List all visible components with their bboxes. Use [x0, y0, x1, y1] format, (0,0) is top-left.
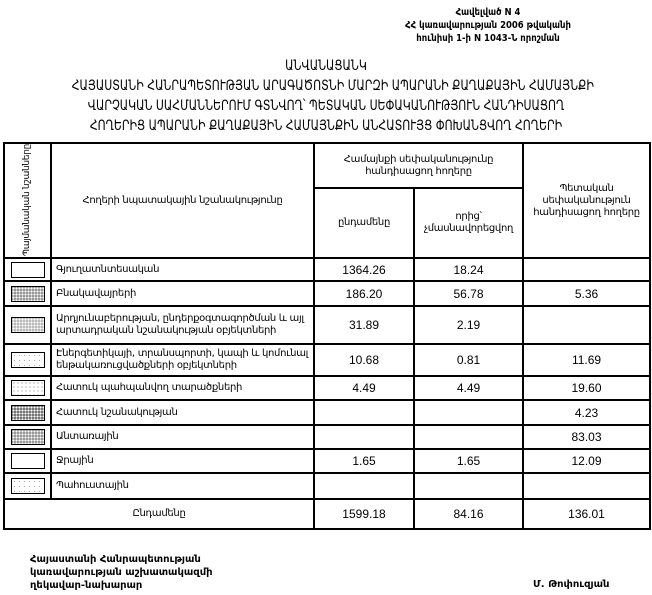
symbol-cell: [3, 472, 52, 500]
total-cell: [313, 399, 415, 426]
symbol-cell: [3, 257, 52, 282]
title-line: ՀՈՂԵՐԻՑ ԱՊԱՐԱՆԻ ՔԱՂԱՔԱՅԻՆ ՀԱՄԱՅՆՔԻՆ ԱՆՀԱ…: [89, 118, 563, 134]
state-cell: [522, 472, 652, 500]
state-cell: 4.23: [522, 399, 652, 426]
non-privatized-cell: [412, 424, 525, 450]
symbol-cell: [3, 280, 52, 307]
symbol-cell: [3, 343, 52, 377]
annex-line: հունիսի 1-ի N 1043-Ն որոշման: [416, 33, 560, 44]
totals-label: Ընդամենը: [3, 498, 315, 530]
non-privatized-cell: [412, 399, 525, 426]
annex-reference: Հավելված N 4 ՀՀ կառավարության 2006 թվակա…: [403, 6, 573, 45]
non-privatized-cell: 1.65: [412, 448, 525, 474]
non-privatized-cell: 0.81: [412, 343, 525, 377]
total-cell: 1.65: [313, 448, 415, 474]
header-purpose: Հողերի նպատակային նշանակությունը: [50, 142, 315, 259]
state-cell: [522, 257, 652, 282]
signatory: Մ. Թոփուզյան: [533, 579, 610, 590]
table-row: Հատուկ նշանակության 4.23: [3, 399, 652, 426]
purpose-cell: Պահուստային: [50, 472, 315, 500]
state-cell: 12.09: [522, 448, 652, 474]
purpose-cell: Էներգետիկայի, տրանսպորտի, կապի և կոմունա…: [50, 343, 315, 377]
header-community: Համայնքի սեփականությունը հանդիսացող հողե…: [312, 142, 525, 189]
table-row: Պահուստային: [3, 472, 652, 500]
total-cell: 1364.26: [313, 257, 415, 282]
header-symbols-text: Պայմանական նշանները: [22, 144, 32, 257]
non-privatized-cell: 56.78: [412, 280, 525, 307]
annex-line: Հավելված N 4: [455, 7, 521, 18]
header-symbols: Պայմանական նշանները: [3, 142, 52, 259]
header-state: Պետական սեփականություն հանդիսացող հողերը: [522, 142, 652, 259]
totals-non-privatized: 84.16: [412, 498, 525, 530]
purpose-cell: Արդյունաբերության, ընդերքօգտագործման և ա…: [50, 305, 315, 345]
legend-swatch-icon: [10, 261, 45, 278]
legend-swatch-icon: [10, 285, 45, 302]
totals-total: 1599.18: [313, 498, 415, 530]
symbol-cell: [3, 399, 52, 426]
total-cell: 4.49: [313, 375, 415, 401]
legend-swatch-icon: [10, 453, 45, 469]
total-cell: 31.89: [313, 305, 415, 345]
total-cell: 186.20: [313, 280, 415, 307]
total-cell: [313, 424, 415, 450]
purpose-cell: Բնակավայրերի: [50, 280, 315, 307]
table-row: Արդյունաբերության, ընդերքօգտագործման և ա…: [3, 305, 652, 345]
state-cell: 11.69: [522, 343, 652, 377]
table-row: Ջրային 1.65 1.65 12.09: [3, 448, 652, 474]
legend-swatch-icon: [10, 429, 45, 445]
purpose-cell: Հատուկ պահպանվող տարածքների: [50, 375, 315, 401]
legend-swatch-icon: [10, 317, 45, 333]
state-cell: [522, 305, 652, 345]
title-line: ՎԱՐՉԱԿԱՆ ՍԱՀՄԱՆՆԵՐՈՒՄ ԳՏՆՎՈՂ՝ ՊԵՏԱԿԱՆ ՍԵ…: [87, 98, 565, 114]
state-cell: 19.60: [522, 375, 652, 401]
non-privatized-cell: 18.24: [412, 257, 525, 282]
document-title: ԱՆՎԱՆԱՑԱՆԿ ՀԱՅԱՍՏԱՆԻ ՀԱՆՐԱՊԵՏՈՒԹՅԱՆ ԱՐԱԳ…: [0, 56, 652, 136]
state-cell: 5.36: [522, 280, 652, 307]
non-privatized-cell: [412, 472, 525, 500]
table-row: Հատուկ պահպանվող տարածքների 4.49 4.49 19…: [3, 375, 652, 401]
header-total: ընդամենը: [313, 187, 415, 259]
table-row: Անտառային 83.03: [3, 424, 652, 450]
non-privatized-cell: 2.19: [412, 305, 525, 345]
table-row: Էներգետիկայի, տրանսպորտի, կապի և կոմունա…: [3, 343, 652, 377]
total-cell: 10.68: [313, 343, 415, 377]
purpose-cell: Գյուղատնտեսական: [50, 257, 315, 282]
land-table: Պայմանական նշանները Հողերի նպատակային նշ…: [3, 142, 652, 530]
footer-line: կառավարության աշխատակազմի: [30, 567, 213, 578]
annex-line: ՀՀ կառավարության 2006 թվականի: [405, 20, 571, 31]
legend-swatch-icon: [10, 380, 45, 396]
purpose-cell: Ջրային: [50, 448, 315, 474]
non-privatized-cell: 4.49: [412, 375, 525, 401]
legend-swatch-icon: [10, 352, 45, 368]
totals-row: Ընդամենը 1599.18 84.16 136.01: [3, 498, 652, 530]
symbol-cell: [3, 448, 52, 474]
symbol-cell: [3, 424, 52, 450]
header-non-privatized: որից՝ չմասնավորեցվող: [412, 187, 525, 259]
footer-position: Հայաստանի Հանրապետության կառավարության ա…: [30, 553, 213, 592]
state-cell: 83.03: [522, 424, 652, 450]
symbol-cell: [3, 375, 52, 401]
footer-line: ղեկավար-նախարար: [30, 580, 143, 591]
table-row: Բնակավայրերի 186.20 56.78 5.36: [3, 280, 652, 307]
symbol-cell: [3, 305, 52, 345]
title-line: ՀԱՅԱՍՏԱՆԻ ՀԱՆՐԱՊԵՏՈՒԹՅԱՆ ԱՐԱԳԱԾՈՏՆԻ ՄԱՐԶ…: [71, 78, 594, 94]
legend-swatch-icon: [10, 404, 45, 421]
title-line: ԱՆՎԱՆԱՑԱՆԿ: [285, 58, 367, 74]
legend-swatch-icon: [10, 478, 45, 494]
purpose-cell: Անտառային: [50, 424, 315, 450]
purpose-cell: Հատուկ նշանակության: [50, 399, 315, 426]
totals-state: 136.01: [522, 498, 652, 530]
table-row: Գյուղատնտեսական 1364.26 18.24: [3, 257, 652, 282]
footer-line: Հայաստանի Հանրապետության: [30, 554, 201, 565]
total-cell: [313, 472, 415, 500]
